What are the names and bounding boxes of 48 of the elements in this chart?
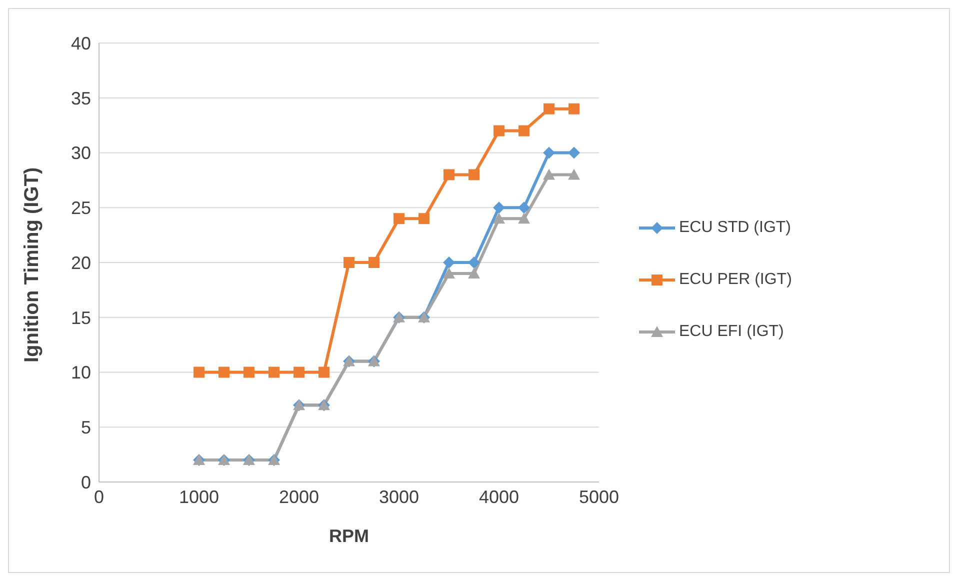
legend-label: ECU STD (IGT) (679, 219, 791, 237)
x-tick-label: 4000 (478, 486, 520, 507)
point (468, 267, 480, 278)
x-tick-label: 0 (94, 486, 104, 507)
point (344, 257, 354, 268)
point (568, 168, 580, 180)
point (568, 103, 580, 114)
point (294, 366, 304, 378)
point (444, 169, 454, 180)
y-tick-label: 10 (70, 362, 91, 383)
y-tick-label: 5 (80, 418, 91, 438)
x-tick-label: 5000 (578, 486, 620, 507)
point (493, 212, 505, 224)
point (544, 103, 554, 114)
point (518, 212, 530, 224)
legend-label: ECU PER (IGT) (679, 271, 792, 289)
point (568, 146, 580, 159)
y-tick-label: 30 (70, 143, 91, 164)
point (518, 125, 530, 136)
point (543, 146, 555, 159)
point (468, 169, 480, 180)
x-tick-label: 3000 (378, 486, 420, 507)
x-tick-label: 1000 (178, 486, 220, 507)
point (468, 256, 480, 268)
point (418, 213, 430, 224)
y-tick-label: 25 (70, 198, 91, 218)
x-axis-title: RPM (329, 526, 369, 546)
point (244, 366, 254, 378)
point (443, 267, 455, 278)
y-axis-title: Ignition Timing (IGT) (21, 167, 44, 362)
legend-label: ECU EFI (IGT) (679, 323, 784, 341)
point (318, 366, 330, 378)
x-tick-label: 2000 (278, 486, 320, 507)
point (494, 125, 504, 136)
point (368, 257, 380, 268)
y-tick-label: 35 (70, 88, 91, 108)
y-tick-label: 15 (70, 308, 91, 328)
point (268, 366, 280, 378)
point (194, 366, 204, 378)
y-tick-label: 0 (80, 472, 91, 492)
point (394, 213, 404, 224)
y-tick-label: 40 (70, 33, 91, 54)
point (218, 366, 230, 378)
point (543, 168, 555, 180)
y-tick-label: 20 (70, 252, 91, 273)
point (443, 256, 455, 268)
point (493, 202, 505, 214)
point (518, 202, 530, 214)
